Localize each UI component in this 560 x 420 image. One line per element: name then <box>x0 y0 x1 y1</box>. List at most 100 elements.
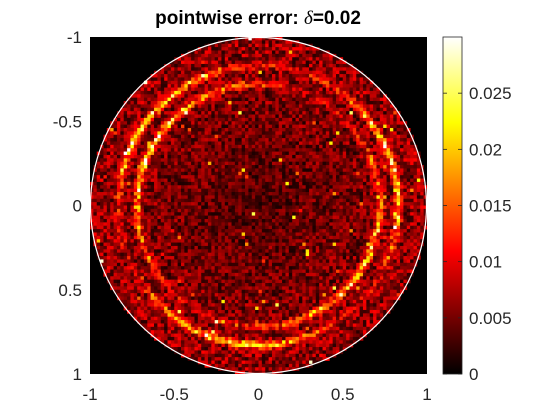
heatmap-cell <box>271 144 276 149</box>
heatmap-cell <box>319 57 323 61</box>
heatmap-cell <box>201 60 205 65</box>
heatmap-cell <box>396 117 401 122</box>
heatmap-cell <box>369 222 374 227</box>
heatmap-cell <box>133 229 138 233</box>
heatmap-cell <box>120 148 125 152</box>
heatmap-cell <box>204 235 209 240</box>
heatmap-cell <box>251 74 256 78</box>
heatmap-cell <box>241 77 246 82</box>
heatmap-cell <box>177 60 182 65</box>
heatmap-cell <box>346 101 350 105</box>
heatmap-cell <box>258 195 263 200</box>
heatmap-cell <box>154 178 158 183</box>
heatmap-cell <box>298 148 303 152</box>
heatmap-cell <box>278 232 283 237</box>
heatmap-cell <box>413 151 418 156</box>
heatmap-cell <box>154 107 158 112</box>
heatmap-cell <box>282 208 286 213</box>
heatmap-cell <box>379 111 384 115</box>
heatmap-cell <box>194 229 199 233</box>
heatmap-cell <box>373 165 377 169</box>
heatmap-cell <box>143 181 148 186</box>
heatmap-cell <box>356 202 360 206</box>
heatmap-cell <box>386 117 391 122</box>
heatmap-cell <box>127 208 131 213</box>
heatmap-cell <box>362 212 367 216</box>
heatmap-cell <box>248 205 253 210</box>
heatmap-cell <box>393 134 398 139</box>
heatmap-cell <box>336 205 340 210</box>
heatmap-cell <box>164 232 168 237</box>
heatmap-cell <box>96 168 101 173</box>
heatmap-cell <box>309 198 313 203</box>
heatmap-cell <box>160 90 165 95</box>
heatmap-cell <box>356 77 360 82</box>
heatmap-cell <box>376 138 381 142</box>
heatmap-cell <box>261 67 266 72</box>
heatmap-cell <box>393 192 398 196</box>
heatmap-cell <box>352 121 357 125</box>
heatmap-cell <box>312 53 317 58</box>
heatmap-cell <box>157 127 162 132</box>
heatmap-cell <box>238 131 242 136</box>
heatmap-cell <box>177 235 182 240</box>
heatmap-cell <box>191 235 195 240</box>
heatmap-cell <box>329 104 333 109</box>
heatmap-cell <box>137 101 141 105</box>
heatmap-cell <box>258 37 263 41</box>
heatmap-cell <box>137 138 141 142</box>
heatmap-cell <box>285 192 290 196</box>
heatmap-cell <box>325 178 330 183</box>
heatmap-cell <box>177 205 182 210</box>
heatmap-cell <box>177 195 182 200</box>
heatmap-cell <box>251 104 256 109</box>
heatmap-cell <box>315 148 320 152</box>
heatmap-cell <box>265 43 269 48</box>
heatmap-cell <box>376 185 381 189</box>
heatmap-cell <box>315 114 320 119</box>
heatmap-cell <box>319 114 323 119</box>
heatmap-cell <box>140 235 145 240</box>
heatmap-cell <box>241 94 246 99</box>
heatmap-cell <box>214 74 219 78</box>
heatmap-cell <box>234 50 239 55</box>
heatmap-cell <box>197 229 202 233</box>
heatmap-cell <box>285 87 290 92</box>
heatmap-cell <box>194 80 199 85</box>
heatmap-cell <box>349 202 354 206</box>
heatmap-cell <box>174 222 178 227</box>
heatmap-cell <box>265 154 269 159</box>
heatmap-cell <box>309 87 313 92</box>
heatmap-cell <box>218 151 222 156</box>
heatmap-cell <box>278 148 283 152</box>
heatmap-cell <box>285 124 290 129</box>
heatmap-cell <box>366 202 371 206</box>
heatmap-cell <box>160 218 165 223</box>
heatmap-cell <box>130 148 135 152</box>
heatmap-cell <box>113 138 118 142</box>
heatmap-cell <box>140 212 145 216</box>
heatmap-cell <box>170 77 175 82</box>
heatmap-cell <box>211 97 216 102</box>
heatmap-cell <box>342 212 347 216</box>
heatmap-cell <box>221 40 226 45</box>
heatmap-cell <box>305 114 310 119</box>
heatmap-cell <box>288 161 293 166</box>
heatmap-cell <box>386 127 391 132</box>
heatmap-cell <box>245 40 249 45</box>
heatmap-cell <box>309 77 313 82</box>
heatmap-cell <box>396 229 401 233</box>
heatmap-cell <box>255 178 259 183</box>
heatmap-cell <box>123 181 128 186</box>
heatmap-cell <box>352 111 357 115</box>
heatmap-cell <box>332 232 337 237</box>
heatmap-cell <box>400 154 404 159</box>
heatmap-cell <box>298 212 303 216</box>
heatmap-cell <box>140 117 145 122</box>
heatmap-cell <box>288 185 293 189</box>
heatmap-cell <box>207 124 212 129</box>
heatmap-cell <box>167 161 172 166</box>
heatmap-cell <box>406 215 411 220</box>
heatmap-cell <box>278 90 283 95</box>
heatmap-cell <box>251 215 256 220</box>
